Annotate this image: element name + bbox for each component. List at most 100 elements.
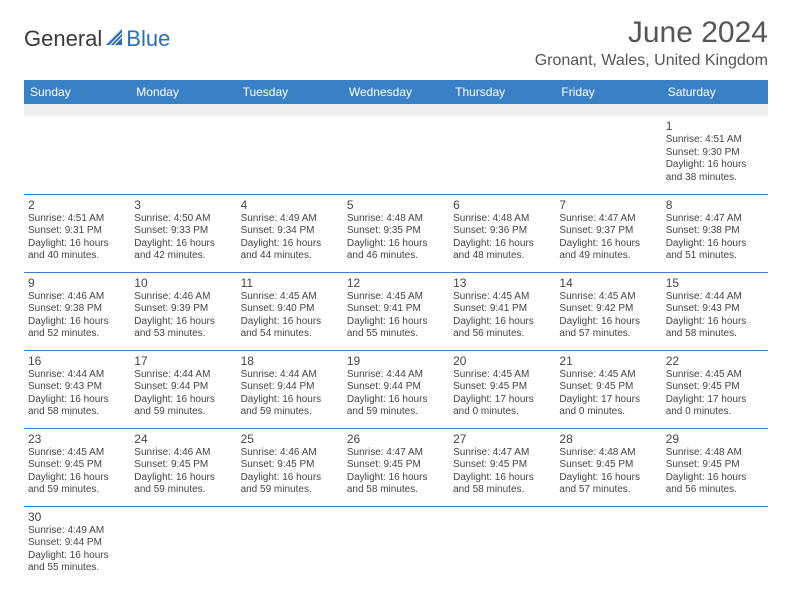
sunset-text: Sunset: 9:45 PM (134, 459, 232, 472)
day-info: Sunrise: 4:48 AMSunset: 9:36 PMDaylight:… (453, 213, 551, 263)
day-info: Sunrise: 4:45 AMSunset: 9:45 PMDaylight:… (453, 369, 551, 419)
daylight-text: Daylight: 16 hours and 44 minutes. (241, 238, 339, 263)
day-cell: 11Sunrise: 4:45 AMSunset: 9:40 PMDayligh… (237, 272, 343, 350)
empty-cell (130, 506, 236, 584)
day-cell: 1Sunrise: 4:51 AMSunset: 9:30 PMDaylight… (662, 116, 768, 194)
sunset-text: Sunset: 9:38 PM (28, 303, 126, 316)
day-cell: 24Sunrise: 4:46 AMSunset: 9:45 PMDayligh… (130, 428, 236, 506)
day-info: Sunrise: 4:44 AMSunset: 9:44 PMDaylight:… (134, 369, 232, 419)
day-header: Saturday (662, 80, 768, 104)
daylight-text: Daylight: 17 hours and 0 minutes. (453, 394, 551, 419)
sunset-text: Sunset: 9:45 PM (241, 459, 339, 472)
sunset-text: Sunset: 9:44 PM (28, 537, 126, 550)
sunset-text: Sunset: 9:43 PM (28, 381, 126, 394)
sunset-text: Sunset: 9:45 PM (347, 459, 445, 472)
empty-cell (24, 116, 130, 194)
day-number: 17 (134, 354, 232, 368)
day-number: 25 (241, 432, 339, 446)
day-cell: 21Sunrise: 4:45 AMSunset: 9:45 PMDayligh… (555, 350, 661, 428)
day-number: 10 (134, 276, 232, 290)
day-info: Sunrise: 4:45 AMSunset: 9:45 PMDaylight:… (559, 369, 657, 419)
empty-cell (449, 506, 555, 584)
day-info: Sunrise: 4:47 AMSunset: 9:38 PMDaylight:… (666, 213, 764, 263)
day-info: Sunrise: 4:44 AMSunset: 9:43 PMDaylight:… (666, 291, 764, 341)
sunrise-text: Sunrise: 4:44 AM (347, 369, 445, 382)
sunrise-text: Sunrise: 4:46 AM (134, 291, 232, 304)
day-number: 20 (453, 354, 551, 368)
empty-cell (343, 116, 449, 194)
blank-cell (24, 104, 768, 116)
day-info: Sunrise: 4:48 AMSunset: 9:45 PMDaylight:… (666, 447, 764, 497)
daylight-text: Daylight: 16 hours and 48 minutes. (453, 238, 551, 263)
sunrise-text: Sunrise: 4:48 AM (666, 447, 764, 460)
sunset-text: Sunset: 9:42 PM (559, 303, 657, 316)
day-number: 12 (347, 276, 445, 290)
sunrise-text: Sunrise: 4:45 AM (347, 291, 445, 304)
sunrise-text: Sunrise: 4:48 AM (347, 213, 445, 226)
day-cell: 15Sunrise: 4:44 AMSunset: 9:43 PMDayligh… (662, 272, 768, 350)
sunset-text: Sunset: 9:41 PM (347, 303, 445, 316)
day-header: Thursday (449, 80, 555, 104)
sunrise-text: Sunrise: 4:45 AM (559, 369, 657, 382)
week-row: 2Sunrise: 4:51 AMSunset: 9:31 PMDaylight… (24, 194, 768, 272)
sunset-text: Sunset: 9:45 PM (666, 459, 764, 472)
sunrise-text: Sunrise: 4:49 AM (28, 525, 126, 538)
sunrise-text: Sunrise: 4:45 AM (666, 369, 764, 382)
day-number: 5 (347, 198, 445, 212)
sunrise-text: Sunrise: 4:45 AM (559, 291, 657, 304)
day-cell: 30Sunrise: 4:49 AMSunset: 9:44 PMDayligh… (24, 506, 130, 584)
sunrise-text: Sunrise: 4:47 AM (347, 447, 445, 460)
day-cell: 16Sunrise: 4:44 AMSunset: 9:43 PMDayligh… (24, 350, 130, 428)
sunset-text: Sunset: 9:41 PM (453, 303, 551, 316)
day-cell: 18Sunrise: 4:44 AMSunset: 9:44 PMDayligh… (237, 350, 343, 428)
sunrise-text: Sunrise: 4:46 AM (134, 447, 232, 460)
day-cell: 22Sunrise: 4:45 AMSunset: 9:45 PMDayligh… (662, 350, 768, 428)
day-cell: 2Sunrise: 4:51 AMSunset: 9:31 PMDaylight… (24, 194, 130, 272)
sunset-text: Sunset: 9:37 PM (559, 225, 657, 238)
daylight-text: Daylight: 16 hours and 57 minutes. (559, 472, 657, 497)
day-cell: 26Sunrise: 4:47 AMSunset: 9:45 PMDayligh… (343, 428, 449, 506)
logo-text-general: General (24, 26, 102, 52)
sunset-text: Sunset: 9:43 PM (666, 303, 764, 316)
sunrise-text: Sunrise: 4:44 AM (28, 369, 126, 382)
day-number: 21 (559, 354, 657, 368)
day-cell: 23Sunrise: 4:45 AMSunset: 9:45 PMDayligh… (24, 428, 130, 506)
day-info: Sunrise: 4:45 AMSunset: 9:45 PMDaylight:… (28, 447, 126, 497)
day-cell: 7Sunrise: 4:47 AMSunset: 9:37 PMDaylight… (555, 194, 661, 272)
title-block: June 2024 Gronant, Wales, United Kingdom (535, 16, 768, 70)
sunrise-text: Sunrise: 4:47 AM (666, 213, 764, 226)
blank-row (24, 104, 768, 116)
day-header: Sunday (24, 80, 130, 104)
daylight-text: Daylight: 16 hours and 59 minutes. (28, 472, 126, 497)
daylight-text: Daylight: 16 hours and 56 minutes. (453, 316, 551, 341)
day-info: Sunrise: 4:47 AMSunset: 9:37 PMDaylight:… (559, 213, 657, 263)
day-info: Sunrise: 4:46 AMSunset: 9:45 PMDaylight:… (134, 447, 232, 497)
day-header: Friday (555, 80, 661, 104)
sunrise-text: Sunrise: 4:44 AM (666, 291, 764, 304)
daylight-text: Daylight: 16 hours and 54 minutes. (241, 316, 339, 341)
day-info: Sunrise: 4:49 AMSunset: 9:34 PMDaylight:… (241, 213, 339, 263)
empty-cell (237, 116, 343, 194)
day-number: 4 (241, 198, 339, 212)
day-number: 13 (453, 276, 551, 290)
day-cell: 29Sunrise: 4:48 AMSunset: 9:45 PMDayligh… (662, 428, 768, 506)
sunrise-text: Sunrise: 4:47 AM (559, 213, 657, 226)
daylight-text: Daylight: 16 hours and 53 minutes. (134, 316, 232, 341)
sunrise-text: Sunrise: 4:46 AM (241, 447, 339, 460)
empty-cell (130, 116, 236, 194)
sunrise-text: Sunrise: 4:47 AM (453, 447, 551, 460)
week-row: 9Sunrise: 4:46 AMSunset: 9:38 PMDaylight… (24, 272, 768, 350)
day-info: Sunrise: 4:49 AMSunset: 9:44 PMDaylight:… (28, 525, 126, 575)
day-cell: 28Sunrise: 4:48 AMSunset: 9:45 PMDayligh… (555, 428, 661, 506)
day-info: Sunrise: 4:45 AMSunset: 9:45 PMDaylight:… (666, 369, 764, 419)
day-number: 7 (559, 198, 657, 212)
week-row: 1Sunrise: 4:51 AMSunset: 9:30 PMDaylight… (24, 116, 768, 194)
day-info: Sunrise: 4:44 AMSunset: 9:44 PMDaylight:… (241, 369, 339, 419)
daylight-text: Daylight: 16 hours and 58 minutes. (666, 316, 764, 341)
day-number: 19 (347, 354, 445, 368)
sunset-text: Sunset: 9:45 PM (453, 381, 551, 394)
sunset-text: Sunset: 9:40 PM (241, 303, 339, 316)
day-number: 6 (453, 198, 551, 212)
day-cell: 17Sunrise: 4:44 AMSunset: 9:44 PMDayligh… (130, 350, 236, 428)
calendar-header-row: SundayMondayTuesdayWednesdayThursdayFrid… (24, 80, 768, 104)
